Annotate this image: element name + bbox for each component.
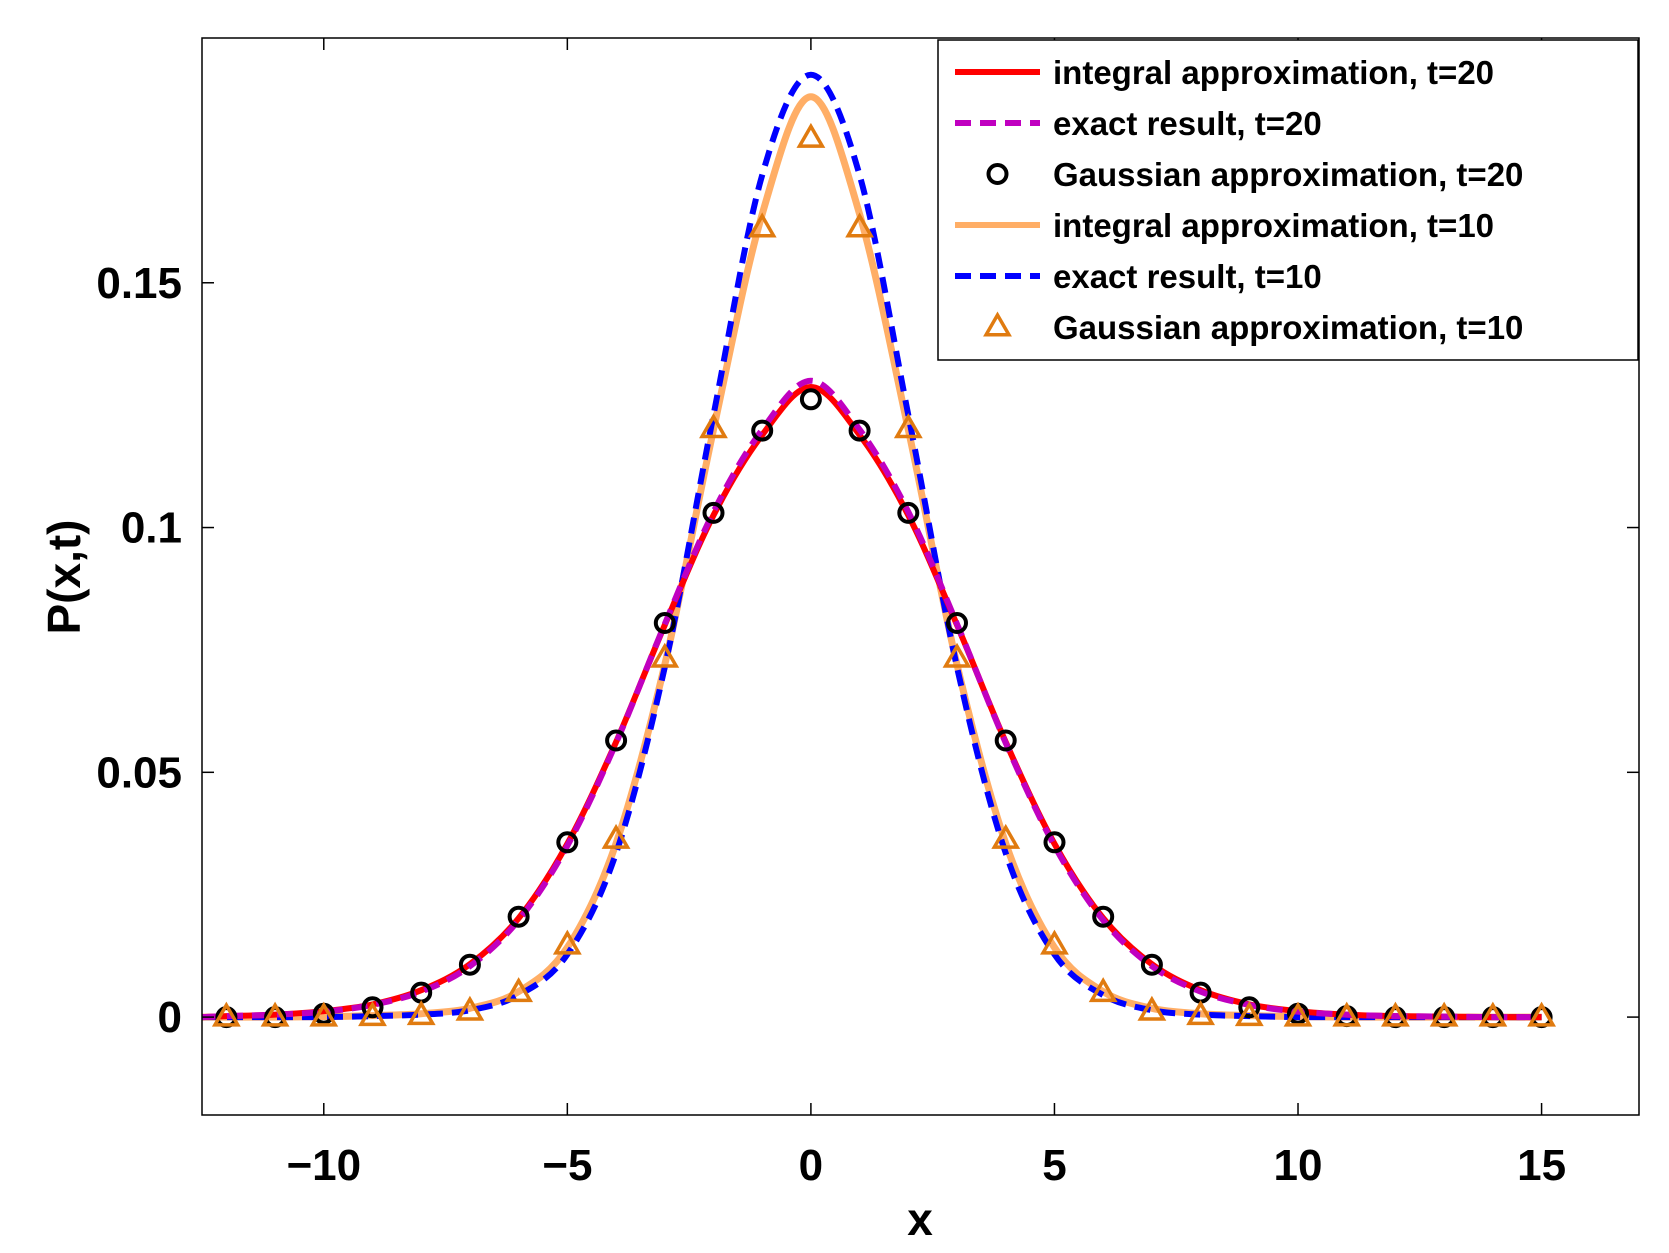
x-tick-label: 10: [1274, 1141, 1323, 1190]
series-5-point-4: [406, 1000, 436, 1026]
series-5-point-24: [1381, 1001, 1410, 1027]
series-5-point-14: [893, 413, 923, 439]
ticks-layer: −10 −5 0 5 10 15 0 0.05 0.1 0.15: [96, 38, 1639, 1190]
series-5-point-22: [1283, 1001, 1313, 1027]
series-5-point-26: [1478, 1001, 1508, 1027]
plot-frame: [201, 37, 1640, 1116]
series-2-point-18: [1092, 905, 1115, 928]
series-2-point-3: [361, 996, 384, 1019]
series-5-point-6: [504, 977, 534, 1003]
x-axis-title: x: [907, 1193, 933, 1245]
series-5-point-15: [942, 642, 972, 668]
series-5-point-19: [1137, 995, 1167, 1021]
series-5-point-1: [260, 1001, 290, 1027]
series-5-point-20: [1186, 1000, 1216, 1026]
series-2-point-21: [1238, 996, 1261, 1019]
series-2-point-6: [507, 905, 530, 928]
series-2-point-9: [653, 612, 676, 634]
series-2-point-8: [605, 729, 628, 752]
series-2-point-7: [556, 831, 579, 854]
series-5-point-18: [1088, 977, 1118, 1003]
legend-label-4: exact result, t=10: [1053, 258, 1322, 295]
series-layer: [201, 71, 1557, 1029]
series-5-point-3: [358, 1001, 387, 1027]
series-5-point-8: [601, 823, 631, 849]
series-2-point-10: [702, 501, 725, 524]
legend-swatch-5: [983, 311, 1012, 337]
series-2-point-12: [799, 388, 822, 411]
series-2-point-15: [946, 612, 968, 634]
legend-label-0: integral approximation, t=20: [1053, 54, 1494, 91]
series-5-point-12: [796, 122, 826, 148]
legend-label-5: Gaussian approximation, t=10: [1053, 309, 1523, 346]
series-5-point-25: [1429, 1001, 1459, 1027]
series-2-point-17: [1043, 831, 1066, 854]
series-line-4: [202, 71, 1542, 1021]
y-tick-label: 0: [158, 993, 182, 1042]
series-5-point-17: [1040, 929, 1069, 955]
x-tick-label: 15: [1517, 1141, 1566, 1190]
series-5-point-2: [309, 1001, 339, 1027]
y-tick-label: 0.1: [121, 504, 182, 553]
x-tick-label: 0: [799, 1141, 823, 1190]
series-5-point-21: [1234, 1001, 1264, 1027]
x-tick-label: −10: [286, 1141, 361, 1190]
legend-label-1: exact result, t=20: [1053, 105, 1322, 142]
series-5-point-5: [455, 995, 485, 1021]
series-2-point-5: [458, 953, 481, 976]
legend-swatch-2: [986, 163, 1009, 185]
series-5-point-11: [747, 212, 777, 238]
series-2-point-14: [897, 501, 920, 524]
series-5-point-13: [845, 212, 875, 238]
series-5-point-27: [1527, 1001, 1557, 1027]
series-5-point-10: [699, 413, 728, 439]
y-tick-label: 0.15: [96, 259, 182, 308]
series-2-point-11: [751, 419, 774, 442]
series-2-point-19: [1140, 953, 1163, 976]
series-2-point-13: [848, 419, 871, 442]
legend-label-3: integral approximation, t=10: [1053, 207, 1494, 244]
series-5-point-7: [552, 929, 582, 955]
x-tick-label: −5: [542, 1141, 592, 1190]
legend: integral approximation, t=20 exact result…: [937, 39, 1639, 361]
y-tick-label: 0.05: [96, 748, 182, 797]
series-5-point-0: [211, 1001, 241, 1027]
series-2-point-16: [994, 729, 1017, 752]
series-5-point-9: [650, 642, 680, 668]
legend-box: [937, 39, 1639, 361]
x-tick-label: 5: [1042, 1141, 1066, 1190]
series-5-point-16: [991, 823, 1021, 849]
series-5-point-23: [1332, 1001, 1362, 1027]
legend-label-2: Gaussian approximation, t=20: [1053, 156, 1523, 193]
y-axis-title: P(x,t): [38, 520, 90, 635]
